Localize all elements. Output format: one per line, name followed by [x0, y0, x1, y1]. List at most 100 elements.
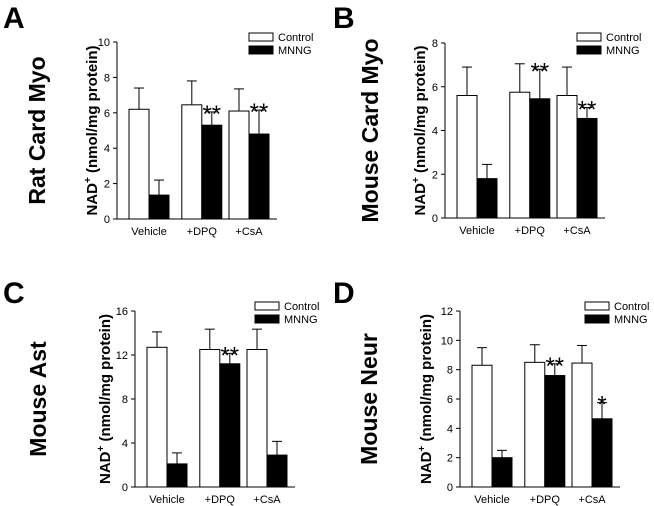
legend-label: Control: [614, 301, 649, 313]
x-tick-label: +CsA: [563, 225, 591, 237]
legend-swatch-control: [254, 301, 280, 311]
y-tick-label: 2: [432, 169, 438, 181]
legend-label: MNNG: [606, 45, 640, 57]
bar-control-vehicle: [146, 346, 168, 488]
y-axis-label-main: NAD: [84, 183, 101, 216]
x-tick-label: Vehicle: [131, 226, 166, 238]
panel-c: C Mouse Ast NAD+ (nmol/mg protein) 0 4 8 12 16 V…: [3, 277, 319, 506]
panel-title: Mouse Card Myo: [357, 38, 383, 222]
y-tick-label: 8: [432, 38, 438, 50]
legend-swatch-control: [248, 32, 274, 42]
y-tick-label: 0: [122, 482, 128, 494]
x-tick-label: +DPQ: [515, 225, 546, 237]
y-tick-label: 2: [447, 453, 453, 465]
y-tick-label: 0: [432, 213, 438, 225]
bar-mnng-vehicle: [166, 463, 188, 488]
y-tick-label: 4: [104, 143, 110, 155]
x-tick-label: +DPQ: [205, 494, 236, 506]
bar-mnng-vehicle: [491, 457, 513, 488]
x-tick-label: +CsA: [253, 494, 281, 506]
y-tick-label: 6: [447, 394, 453, 406]
bar-control-dpq: [181, 104, 203, 220]
legend-swatch-mnng: [248, 45, 274, 55]
legend-label: MNNG: [284, 314, 318, 326]
significance-marker: **: [220, 342, 239, 369]
legend-label: MNNG: [278, 45, 312, 57]
y-tick-label: 6: [104, 108, 110, 120]
legend-swatch-mnng: [254, 314, 280, 324]
legend-swatch-mnng: [576, 45, 602, 55]
panel-title: Mouse Neur: [356, 333, 382, 465]
y-axis-label-unit: (nmol/mg protein): [412, 45, 429, 177]
bar-control-csa: [228, 110, 250, 220]
y-axis-label-main: NAD: [418, 451, 435, 484]
significance-marker: **: [545, 353, 564, 380]
y-axis-label-sup: +: [96, 446, 107, 452]
y-tick-label: 8: [122, 394, 128, 406]
legend-label: MNNG: [614, 314, 648, 326]
bar-mnng-csa: [248, 133, 270, 220]
panel-letter: D: [333, 277, 355, 310]
y-tick-label: 0: [104, 214, 110, 226]
y-axis-label-unit: (nmol/mg protein): [97, 314, 114, 446]
significance-marker: **: [530, 58, 549, 85]
y-tick-label: 12: [116, 350, 128, 362]
y-axis-label: NAD+ (nmol/mg protein): [96, 314, 114, 484]
panel-letter: C: [3, 277, 25, 310]
legend-label: Control: [284, 301, 319, 313]
y-tick-label: 2: [104, 179, 110, 191]
bar-control-vehicle: [456, 95, 478, 219]
y-tick-label: 16: [116, 306, 128, 318]
x-tick-label: +DPQ: [187, 226, 218, 238]
legend-swatch-control: [584, 301, 610, 311]
y-axis-label-main: NAD: [412, 183, 429, 216]
significance-marker: **: [202, 101, 221, 128]
bar-control-dpq: [524, 361, 546, 488]
x-tick-label: Vehicle: [459, 225, 494, 237]
legend-swatch-control: [576, 32, 602, 42]
bar-control-csa: [571, 362, 593, 488]
bar-mnng-csa: [266, 454, 288, 488]
bar-mnng-dpq: [201, 124, 223, 220]
bar-control-vehicle: [128, 108, 150, 220]
y-tick-label: 0: [447, 482, 453, 494]
y-axis-label-main: NAD: [97, 451, 114, 484]
y-axis-label-sup: +: [411, 177, 422, 183]
bar-mnng-vehicle: [476, 178, 498, 219]
y-tick-label: 8: [104, 72, 110, 84]
bar-control-vehicle: [471, 364, 493, 488]
bar-mnng-csa: [591, 418, 613, 488]
bar-mnng-dpq: [529, 98, 551, 219]
y-axis-label-sup: +: [83, 177, 94, 183]
y-axis-label: NAD+ (nmol/mg protein): [411, 45, 429, 215]
y-tick-label: 4: [122, 438, 128, 450]
bar-mnng-csa: [576, 117, 598, 219]
significance-marker: *: [597, 392, 606, 419]
bar-control-csa: [556, 95, 578, 219]
y-axis-label: NAD+ (nmol/mg protein): [83, 45, 101, 215]
y-axis-label-sup: +: [417, 446, 428, 452]
bar-control-dpq: [509, 91, 531, 219]
bar-mnng-dpq: [544, 375, 566, 488]
bar-control-dpq: [199, 349, 221, 488]
legend-swatch-mnng: [584, 314, 610, 324]
panel-title: Rat Card Myo: [24, 56, 50, 204]
bar-mnng-dpq: [219, 363, 241, 488]
y-axis-label: NAD+ (nmol/mg protein): [417, 314, 435, 484]
y-tick-label: 12: [441, 306, 453, 318]
significance-marker: **: [250, 99, 269, 126]
y-axis-label-unit: (nmol/mg protein): [418, 314, 435, 446]
x-tick-label: +CsA: [578, 494, 606, 506]
y-tick-label: 4: [447, 423, 453, 435]
x-tick-label: Vehicle: [474, 494, 509, 506]
legend-label: Control: [606, 32, 641, 44]
y-tick-label: 4: [432, 126, 438, 138]
y-tick-label: 6: [432, 82, 438, 94]
panel-title: Mouse Ast: [25, 341, 51, 457]
x-tick-label: +DPQ: [530, 494, 561, 506]
x-tick-label: +CsA: [235, 226, 263, 238]
